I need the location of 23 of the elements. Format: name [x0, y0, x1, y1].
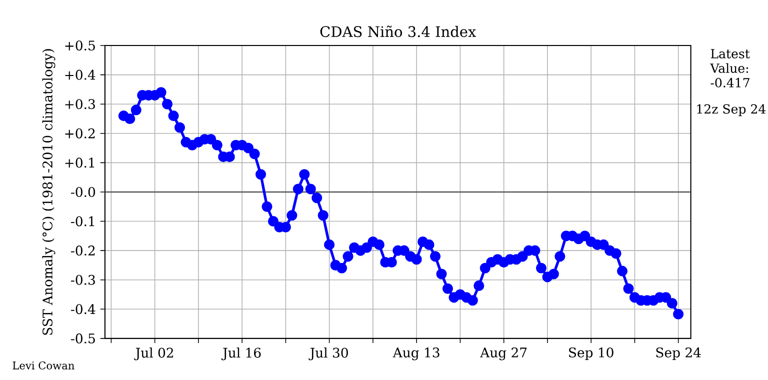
y-axis-title: SST Anomaly (°C) (1981-2010 climatology)	[42, 49, 56, 335]
y-tick-label: +0.2	[65, 128, 95, 138]
y-tick-label: -0.3	[71, 274, 95, 285]
y-tick-label: +0.3	[65, 99, 95, 110]
text: 12z Sep 24	[697, 104, 766, 116]
chart-title: CDAS Niño 3.4 Index	[320, 26, 476, 38]
x-tick-label: Sep 24	[656, 347, 701, 360]
x-tick-label: Aug 27	[480, 347, 527, 360]
y-tick-label: -0.5	[71, 333, 95, 344]
text: Levi Cowan	[12, 361, 74, 370]
y-tick-label: +0.1	[65, 158, 94, 168]
text: Latest Value: -0.417	[710, 49, 750, 88]
y-tick-label: -0.4	[71, 304, 96, 314]
y-tick-label: +0.5	[65, 40, 95, 50]
x-tick-label: Jul 02	[134, 347, 174, 360]
y-tick-label: +0.4	[65, 70, 96, 80]
y-tick-label: -0.0	[71, 186, 96, 197]
x-tick-label: Aug 13	[392, 347, 440, 360]
y-tick-label: -0.2	[71, 246, 95, 256]
x-tick-label: Jul 30	[308, 347, 348, 360]
y-tick-label: -0.1	[71, 216, 94, 226]
x-tick-label: Jul 16	[221, 347, 261, 360]
x-tick-label: Sep 10	[569, 347, 614, 360]
